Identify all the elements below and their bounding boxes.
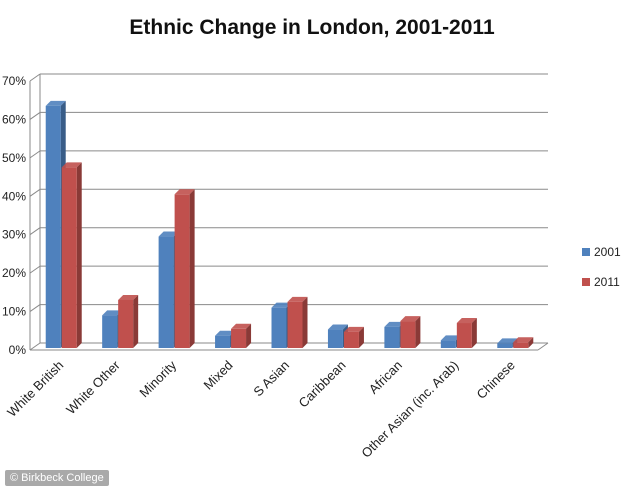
bar-top (384, 321, 405, 327)
bar-side (76, 162, 82, 348)
bar-top (287, 296, 308, 302)
bar-top (343, 326, 364, 332)
bar-top (158, 231, 179, 237)
y-tick-label: 50% (2, 151, 26, 165)
gridline-side (29, 150, 41, 159)
bar-side (415, 316, 421, 348)
bar-front (215, 335, 231, 348)
x-tick-label: Chinese (474, 358, 518, 402)
bar-side (302, 296, 308, 348)
bar-2011-minority (174, 189, 195, 348)
x-tick-label: White British (4, 358, 66, 420)
bar-top (61, 162, 82, 168)
bar-front (513, 342, 529, 348)
bar-front (440, 340, 456, 348)
y-tick-label: 10% (2, 305, 26, 319)
x-tick-label: Mixed (201, 358, 236, 393)
bar-top (513, 337, 534, 343)
floor-edge (537, 342, 549, 351)
bar-top (102, 310, 123, 316)
y-tick-label: 70% (2, 74, 26, 88)
gridline-side (29, 227, 41, 236)
bar-front (102, 315, 118, 348)
bar-top (456, 318, 477, 324)
bar-top (45, 100, 66, 106)
y-tick-label: 30% (2, 228, 26, 242)
gridline-side (29, 73, 41, 82)
bars (45, 100, 534, 349)
legend-label-2011: 2011 (594, 275, 620, 289)
bar-top (497, 338, 518, 344)
bar-front (271, 307, 287, 348)
bar-front (400, 321, 416, 348)
gridline-side (29, 112, 41, 120)
bar-front (327, 329, 343, 348)
bar-2011-caribbean (343, 326, 364, 348)
y-tick-labels: 0% 10% 20% 30% 40% 50% 60% 70% (2, 74, 26, 357)
x-tick-label: African (366, 358, 405, 397)
bar-top (215, 330, 236, 336)
gridline-side (29, 188, 41, 197)
bar-side (471, 318, 477, 348)
x-tick-label: S Asian (250, 358, 292, 400)
bar-front (343, 331, 359, 348)
x-tick-label: Minority (136, 357, 179, 400)
legend: 2001 2011 (582, 245, 621, 289)
bar-front (231, 328, 247, 348)
bar-2011-chinese (513, 337, 534, 348)
bar-2011-african (400, 316, 421, 348)
gridline-side (29, 304, 41, 312)
bar-side (358, 326, 364, 348)
bar-front (287, 301, 303, 348)
bar-2011-other-asian-inc-arab- (456, 318, 477, 348)
x-tick-label: Caribbean (296, 358, 349, 411)
legend-swatch-2001 (582, 248, 590, 256)
bar-2011-white-other (118, 294, 139, 348)
bar-side (246, 323, 252, 348)
bar-top (400, 316, 421, 322)
gridline-side (29, 265, 41, 274)
legend-label-2001: 2001 (594, 245, 621, 259)
bar-front (118, 299, 134, 348)
bar-front (158, 236, 174, 348)
bar-side (133, 294, 139, 348)
bar-2011-white-british (61, 162, 82, 348)
chart-title: Ethnic Change in London, 2001-2011 (129, 16, 495, 39)
bar-front (384, 326, 400, 348)
bar-side (528, 337, 534, 348)
bar-top (440, 335, 461, 341)
bar-front (497, 343, 513, 348)
gridline-side (29, 342, 41, 351)
axes (29, 74, 549, 351)
bar-top (327, 324, 348, 330)
y-tick-label: 0% (9, 343, 27, 357)
y-tick-label: 60% (2, 112, 26, 126)
x-tick-label: Other Asian (inc. Arab) (358, 358, 461, 461)
bar-2011-mixed (231, 323, 252, 348)
y-tick-label: 40% (2, 189, 26, 203)
legend-swatch-2011 (582, 278, 590, 286)
bar-top (174, 189, 195, 195)
bar-side (189, 189, 195, 348)
y-tick-label: 20% (2, 266, 26, 280)
bar-front (174, 194, 190, 348)
bar-front (45, 105, 61, 349)
bar-front (456, 323, 472, 348)
x-tick-label: White Other (63, 357, 123, 417)
bar-front (61, 167, 77, 348)
bar-2011-s-asian (287, 296, 308, 348)
bar-top (118, 294, 139, 300)
credit-badge: © Birkbeck College (5, 470, 109, 486)
bar-top (271, 302, 292, 308)
bar-top (231, 323, 252, 329)
